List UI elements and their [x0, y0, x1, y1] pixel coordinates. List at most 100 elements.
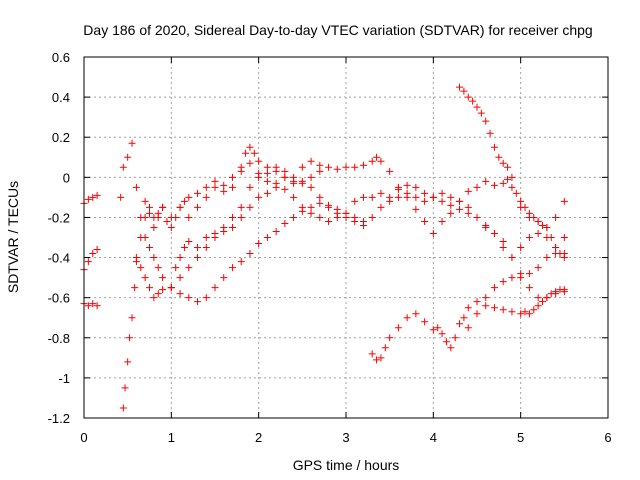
chart-title: Day 186 of 2020, Sidereal Day-to-day VTE… — [83, 22, 592, 38]
data-point — [246, 143, 254, 151]
data-point — [421, 217, 429, 225]
data-point — [228, 223, 236, 231]
data-point — [333, 165, 341, 173]
data-point — [473, 183, 481, 191]
data-point — [351, 197, 359, 205]
data-point — [137, 264, 145, 272]
data-point — [185, 213, 193, 221]
data-point — [447, 193, 455, 201]
data-point — [255, 193, 263, 201]
data-point — [490, 304, 498, 312]
data-point — [482, 294, 490, 302]
data-point — [131, 284, 139, 292]
data-point — [176, 254, 184, 262]
y-tick-label: -0.4 — [48, 251, 70, 266]
data-point — [429, 326, 437, 334]
y-tick-label: -0.8 — [48, 331, 70, 346]
data-point — [84, 258, 92, 266]
data-point — [159, 203, 167, 211]
data-point — [132, 254, 140, 262]
data-point — [525, 310, 533, 318]
x-tick-label: 4 — [430, 430, 437, 445]
data-point — [202, 183, 210, 191]
data-point — [263, 177, 271, 185]
data-point — [194, 298, 202, 306]
series-trace-e — [117, 139, 568, 292]
data-point — [150, 254, 158, 262]
data-point — [456, 320, 464, 328]
data-point — [263, 163, 271, 171]
data-point — [237, 258, 245, 266]
data-point — [421, 318, 429, 326]
data-point — [89, 250, 97, 258]
data-point — [150, 294, 158, 302]
data-point — [84, 302, 92, 310]
data-point — [263, 169, 271, 177]
data-point — [194, 189, 202, 197]
data-point — [525, 234, 533, 241]
data-point — [482, 302, 490, 310]
data-point — [438, 330, 446, 338]
data-point — [176, 203, 184, 211]
data-point — [434, 324, 442, 332]
data-point — [403, 314, 411, 322]
data-point — [464, 209, 472, 217]
data-point — [373, 356, 381, 364]
data-point — [403, 181, 411, 189]
series-trace-i — [368, 234, 568, 364]
data-point — [220, 227, 228, 235]
data-point — [172, 264, 180, 272]
data-point — [490, 181, 498, 189]
data-point — [499, 179, 507, 187]
data-point — [525, 270, 533, 278]
data-point — [167, 284, 175, 292]
data-point — [159, 274, 167, 282]
data-point — [534, 217, 542, 225]
data-point — [456, 205, 464, 213]
data-point — [429, 193, 437, 201]
data-point — [543, 294, 551, 302]
data-point — [351, 217, 359, 225]
data-point — [246, 183, 254, 191]
data-point — [172, 213, 180, 221]
data-point — [543, 223, 551, 231]
data-point — [185, 193, 193, 201]
data-point — [163, 217, 171, 225]
data-point — [146, 284, 153, 292]
data-point — [543, 254, 551, 262]
data-point — [211, 229, 219, 237]
data-point — [180, 244, 188, 252]
series-trace-g — [132, 199, 367, 306]
data-point — [386, 167, 394, 175]
data-point — [464, 187, 472, 195]
data-point — [504, 175, 512, 183]
data-point — [560, 286, 568, 294]
data-point — [499, 238, 507, 246]
data-point — [486, 129, 494, 137]
data-point — [421, 189, 429, 197]
x-tick-label: 2 — [255, 430, 262, 445]
data-point — [442, 338, 450, 346]
y-tick-label: -1 — [58, 371, 70, 386]
x-tick-label: 0 — [80, 430, 87, 445]
data-point — [194, 244, 202, 252]
data-point — [451, 334, 459, 342]
data-point — [473, 103, 481, 111]
data-point — [377, 157, 385, 165]
data-point — [438, 217, 446, 225]
data-points — [80, 83, 568, 412]
data-point — [237, 203, 245, 211]
data-point — [307, 157, 315, 165]
data-point — [534, 264, 542, 272]
data-point — [228, 264, 236, 272]
data-point — [386, 193, 394, 201]
data-point — [381, 344, 389, 352]
data-point — [150, 223, 158, 231]
data-point — [552, 288, 560, 296]
data-point — [412, 193, 420, 201]
data-point — [534, 302, 542, 310]
data-point — [211, 177, 219, 185]
data-point — [202, 294, 210, 302]
data-point — [534, 229, 542, 237]
x-tick-label: 6 — [604, 430, 611, 445]
